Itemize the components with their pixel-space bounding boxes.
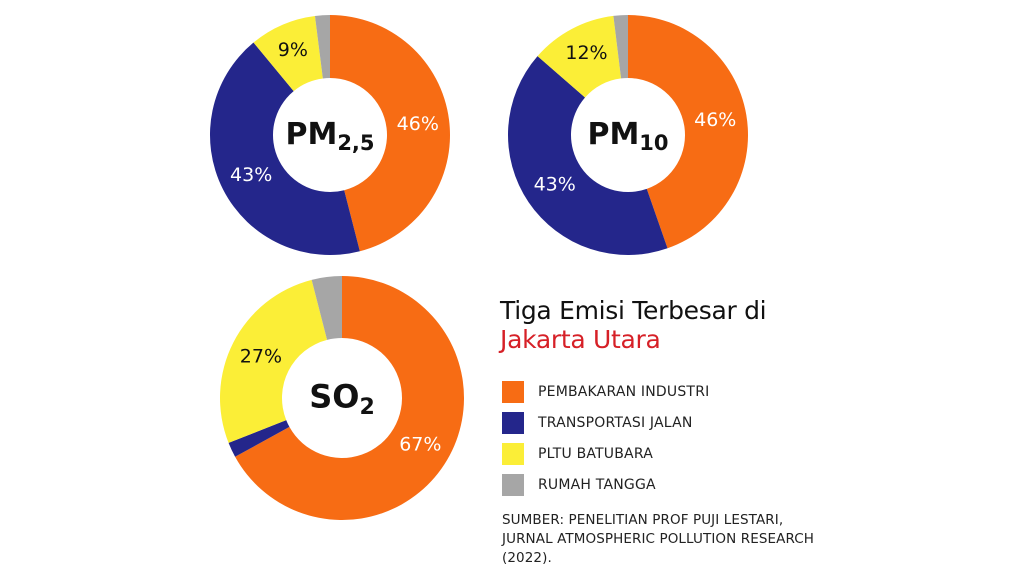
slice-coal — [253, 15, 323, 92]
slice-household — [314, 15, 330, 79]
legend-swatch-household — [502, 473, 524, 496]
legend-item-industry: PEMBAKARAN INDUSTRI — [502, 376, 709, 407]
slice-transport — [508, 56, 668, 255]
legend-item-transport: TRANSPORTASI JALAN — [502, 407, 709, 438]
slice-value-label: 43% — [534, 174, 576, 196]
slice-value-label: 9% — [278, 39, 308, 61]
slice-industry — [235, 276, 464, 520]
legend-label: TRANSPORTASI JALAN — [538, 414, 693, 431]
slice-value-label: 46% — [694, 109, 736, 131]
title-line-2: Jakarta Utara — [500, 325, 661, 354]
donut-center-label: PM10 — [587, 117, 668, 155]
donut-center-label: PM2,5 — [285, 117, 374, 155]
slice-value-label: 12% — [565, 42, 607, 64]
slice-transport — [210, 42, 360, 256]
legend-label: PEMBAKARAN INDUSTRI — [538, 383, 710, 400]
slice-household — [311, 276, 342, 340]
legend-item-household: RUMAH TANGGA — [502, 469, 709, 500]
slice-value-label: 43% — [230, 164, 272, 186]
donut-center-label-main: SO — [309, 378, 359, 416]
slice-value-label: 67% — [399, 433, 441, 455]
legend-swatch-industry — [502, 380, 524, 403]
donut-center-label-main: PM — [587, 117, 639, 152]
donut-chart-1: 46% 43% 12% PM10 — [508, 15, 749, 255]
slice-coal — [537, 15, 622, 98]
donut-center-label-sub: 2,5 — [337, 131, 374, 155]
donut-center-label-sub: 2 — [359, 395, 374, 420]
legend-swatch-transport — [502, 411, 524, 434]
slice-transport — [228, 420, 290, 457]
slice-industry — [330, 15, 451, 252]
title-line-1: Tiga Emisi Terbesar di — [500, 296, 767, 325]
source-note: SUMBER: PENELITIAN PROF PUJI LESTARI, JU… — [502, 512, 815, 566]
legend-label: PLTU BATUBARA — [538, 445, 653, 462]
donut-center-label: SO2 — [309, 378, 375, 420]
donut-chart-0: 46% 43% 9% PM2,5 — [210, 15, 451, 256]
slice-value-label: 46% — [397, 113, 439, 135]
donut-chart-2: 67% 27% SO2 — [220, 276, 464, 520]
slice-household — [613, 15, 628, 79]
legend: PEMBAKARAN INDUSTRI TRANSPORTASI JALAN P… — [502, 376, 709, 500]
infographic-title: Tiga Emisi Terbesar di Jakarta Utara — [500, 296, 767, 354]
slice-value-label: 27% — [240, 346, 282, 368]
slice-industry — [628, 15, 749, 249]
donut-center-label-sub: 10 — [639, 131, 668, 155]
slice-coal — [220, 279, 328, 443]
legend-label: RUMAH TANGGA — [538, 476, 656, 493]
donut-center-label-main: PM — [285, 117, 337, 152]
legend-swatch-coal — [502, 442, 524, 465]
legend-item-coal: PLTU BATUBARA — [502, 438, 709, 469]
